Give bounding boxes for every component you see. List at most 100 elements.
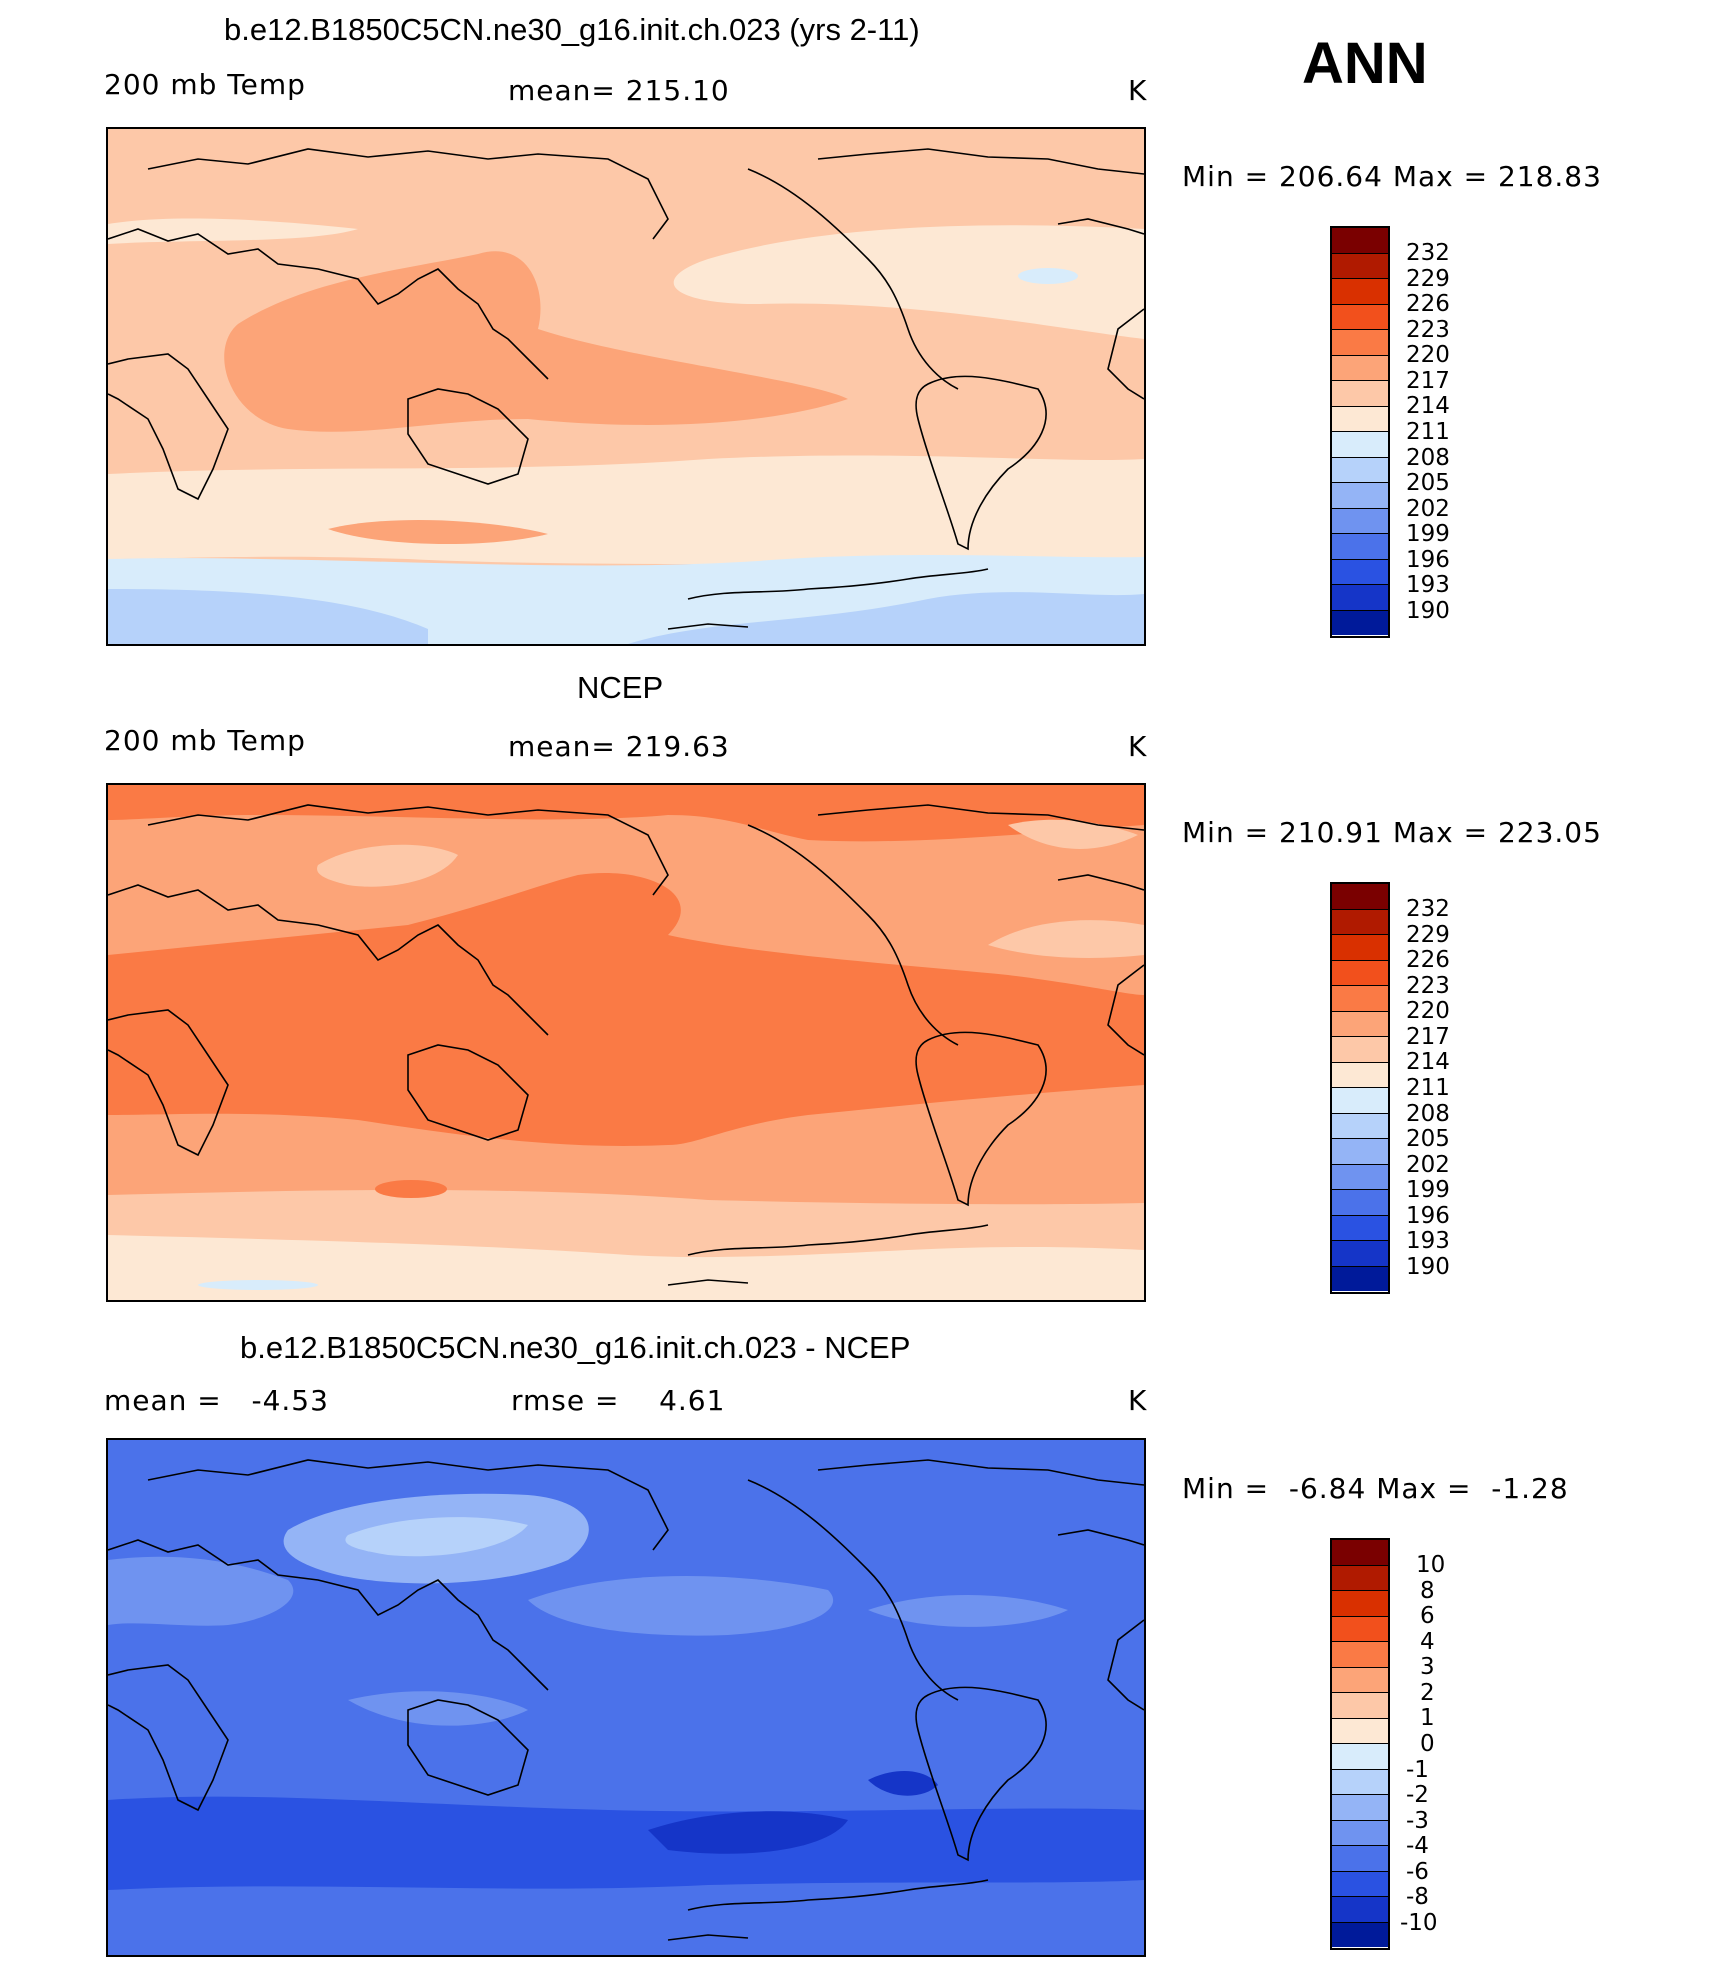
colorbar-tick-label: 8	[1420, 1578, 1435, 1604]
panel3-colorbar-swatch	[1332, 1821, 1388, 1846]
colorbar-tick-label: 1	[1420, 1705, 1435, 1731]
panel2-colorbar	[1330, 882, 1390, 1294]
panel1-colorbar-swatch	[1332, 381, 1388, 407]
colorbar-tick-label: 229	[1406, 922, 1450, 948]
colorbar-tick-label: 223	[1406, 317, 1450, 343]
colorbar-tick-label: 196	[1406, 547, 1450, 573]
colorbar-tick-label: 202	[1406, 1152, 1450, 1178]
colorbar-tick-label: -10	[1400, 1910, 1438, 1936]
colorbar-tick-label: 226	[1406, 291, 1450, 317]
colorbar-tick-label: 214	[1406, 1049, 1450, 1075]
panel1-colorbar-swatch	[1332, 305, 1388, 330]
colorbar-tick-label: 199	[1406, 1177, 1450, 1203]
colorbar-tick-label: 229	[1406, 266, 1450, 292]
panel2-variable-label: 200 mb Temp	[104, 724, 306, 757]
panel3-colorbar-swatch	[1332, 1566, 1388, 1591]
panel2-colorbar-swatch	[1332, 935, 1388, 961]
panel2-colorbar-swatch	[1332, 1267, 1388, 1291]
colorbar-tick-label: 10	[1416, 1552, 1446, 1578]
panel3-colorbar-swatch	[1332, 1872, 1388, 1897]
colorbar-tick-label: 205	[1406, 1126, 1450, 1152]
colorbar-tick-label: 217	[1406, 368, 1450, 394]
colorbar-tick-label: 211	[1406, 419, 1450, 445]
panel2-colorbar-swatch	[1332, 1241, 1388, 1267]
colorbar-tick-label: 205	[1406, 470, 1450, 496]
panel2-colorbar-swatch	[1332, 961, 1388, 986]
colorbar-tick-label: 190	[1406, 598, 1450, 624]
panel1-colorbar-swatch	[1332, 585, 1388, 611]
colorbar-tick-label: -2	[1406, 1782, 1429, 1808]
colorbar-tick-label: 214	[1406, 393, 1450, 419]
panel3-colorbar-swatch	[1332, 1591, 1388, 1617]
panel2-title: NCEP	[577, 670, 664, 705]
panel2-colorbar-swatch	[1332, 1216, 1388, 1241]
panel3-mean-label: mean = -4.53	[104, 1384, 329, 1417]
panel3-colorbar	[1330, 1538, 1390, 1950]
panel1-colorbar-swatch	[1332, 611, 1388, 635]
colorbar-tick-label: 196	[1406, 1203, 1450, 1229]
panel1-minmax-label: Min = 206.64 Max = 218.83	[1182, 160, 1602, 193]
colorbar-tick-label: 211	[1406, 1075, 1450, 1101]
colorbar-tick-label: -6	[1406, 1859, 1429, 1885]
panel2-minmax-label: Min = 210.91 Max = 223.05	[1182, 816, 1602, 849]
colorbar-tick-label: 220	[1406, 342, 1450, 368]
panel3-colorbar-swatch	[1332, 1846, 1388, 1872]
colorbar-tick-label: 232	[1406, 896, 1450, 922]
panel1-colorbar-swatch	[1332, 228, 1388, 254]
panel2-colorbar-swatch	[1332, 986, 1388, 1012]
panel1-colorbar-swatch	[1332, 407, 1388, 432]
panel3-colorbar-swatch	[1332, 1719, 1388, 1744]
colorbar-tick-label: 0	[1420, 1731, 1435, 1757]
panel2-colorbar-swatch	[1332, 1037, 1388, 1063]
panel1-mean-label: mean= 215.10	[508, 74, 730, 107]
panel1-title: b.e12.B1850C5CN.ne30_g16.init.ch.023 (yr…	[224, 12, 920, 47]
colorbar-tick-label: 6	[1420, 1603, 1435, 1629]
colorbar-tick-label: 208	[1406, 1101, 1450, 1127]
panel2-colorbar-swatch	[1332, 1063, 1388, 1088]
panel3-colorbar-swatch	[1332, 1744, 1388, 1770]
panel1-colorbar-swatch	[1332, 458, 1388, 483]
panel1-variable-label: 200 mb Temp	[104, 68, 306, 101]
panel3-colorbar-swatch	[1332, 1795, 1388, 1821]
colorbar-tick-label: -8	[1406, 1884, 1429, 1910]
panel3-map	[106, 1438, 1146, 1957]
panel3-minmax-label: Min = -6.84 Max = -1.28	[1182, 1472, 1569, 1505]
colorbar-tick-label: 199	[1406, 521, 1450, 547]
panel2-colorbar-swatch	[1332, 910, 1388, 935]
panel3-colorbar-swatch	[1332, 1897, 1388, 1923]
colorbar-tick-label: 220	[1406, 998, 1450, 1024]
panel1-colorbar-swatch	[1332, 330, 1388, 356]
panel3-title: b.e12.B1850C5CN.ne30_g16.init.ch.023 - N…	[240, 1330, 911, 1365]
panel2-mean-label: mean= 219.63	[508, 730, 730, 763]
colorbar-tick-label: 226	[1406, 947, 1450, 973]
colorbar-tick-label: -4	[1406, 1833, 1429, 1859]
panel1-map	[106, 127, 1146, 646]
colorbar-tick-label: 202	[1406, 496, 1450, 522]
panel3-colorbar-swatch	[1332, 1668, 1388, 1693]
panel1-colorbar-swatch	[1332, 279, 1388, 305]
panel1-colorbar-swatch	[1332, 432, 1388, 458]
colorbar-tick-label: 208	[1406, 445, 1450, 471]
panel2-colorbar-swatch	[1332, 1139, 1388, 1165]
panel2-map	[106, 783, 1146, 1302]
panel1-units-label: K	[1128, 74, 1148, 107]
colorbar-tick-label: 2	[1420, 1680, 1435, 1706]
panel1-colorbar-swatch	[1332, 534, 1388, 560]
colorbar-tick-label: -1	[1406, 1757, 1429, 1783]
panel3-colorbar-swatch	[1332, 1770, 1388, 1795]
panel1-colorbar	[1330, 226, 1390, 638]
panel3-colorbar-swatch	[1332, 1540, 1388, 1566]
colorbar-tick-label: 223	[1406, 973, 1450, 999]
panel2-colorbar-swatch	[1332, 1190, 1388, 1216]
panel3-colorbar-swatch	[1332, 1923, 1388, 1947]
colorbar-tick-label: 217	[1406, 1024, 1450, 1050]
panel3-rmse-label: rmse = 4.61	[511, 1384, 726, 1417]
colorbar-tick-label: 4	[1420, 1629, 1435, 1655]
colorbar-tick-label: 190	[1406, 1254, 1450, 1280]
panel2-colorbar-swatch	[1332, 1114, 1388, 1139]
panel2-units-label: K	[1128, 730, 1148, 763]
panel3-colorbar-swatch	[1332, 1617, 1388, 1642]
colorbar-tick-label: -3	[1406, 1808, 1429, 1834]
panel2-colorbar-swatch	[1332, 884, 1388, 910]
panel1-colorbar-swatch	[1332, 483, 1388, 509]
